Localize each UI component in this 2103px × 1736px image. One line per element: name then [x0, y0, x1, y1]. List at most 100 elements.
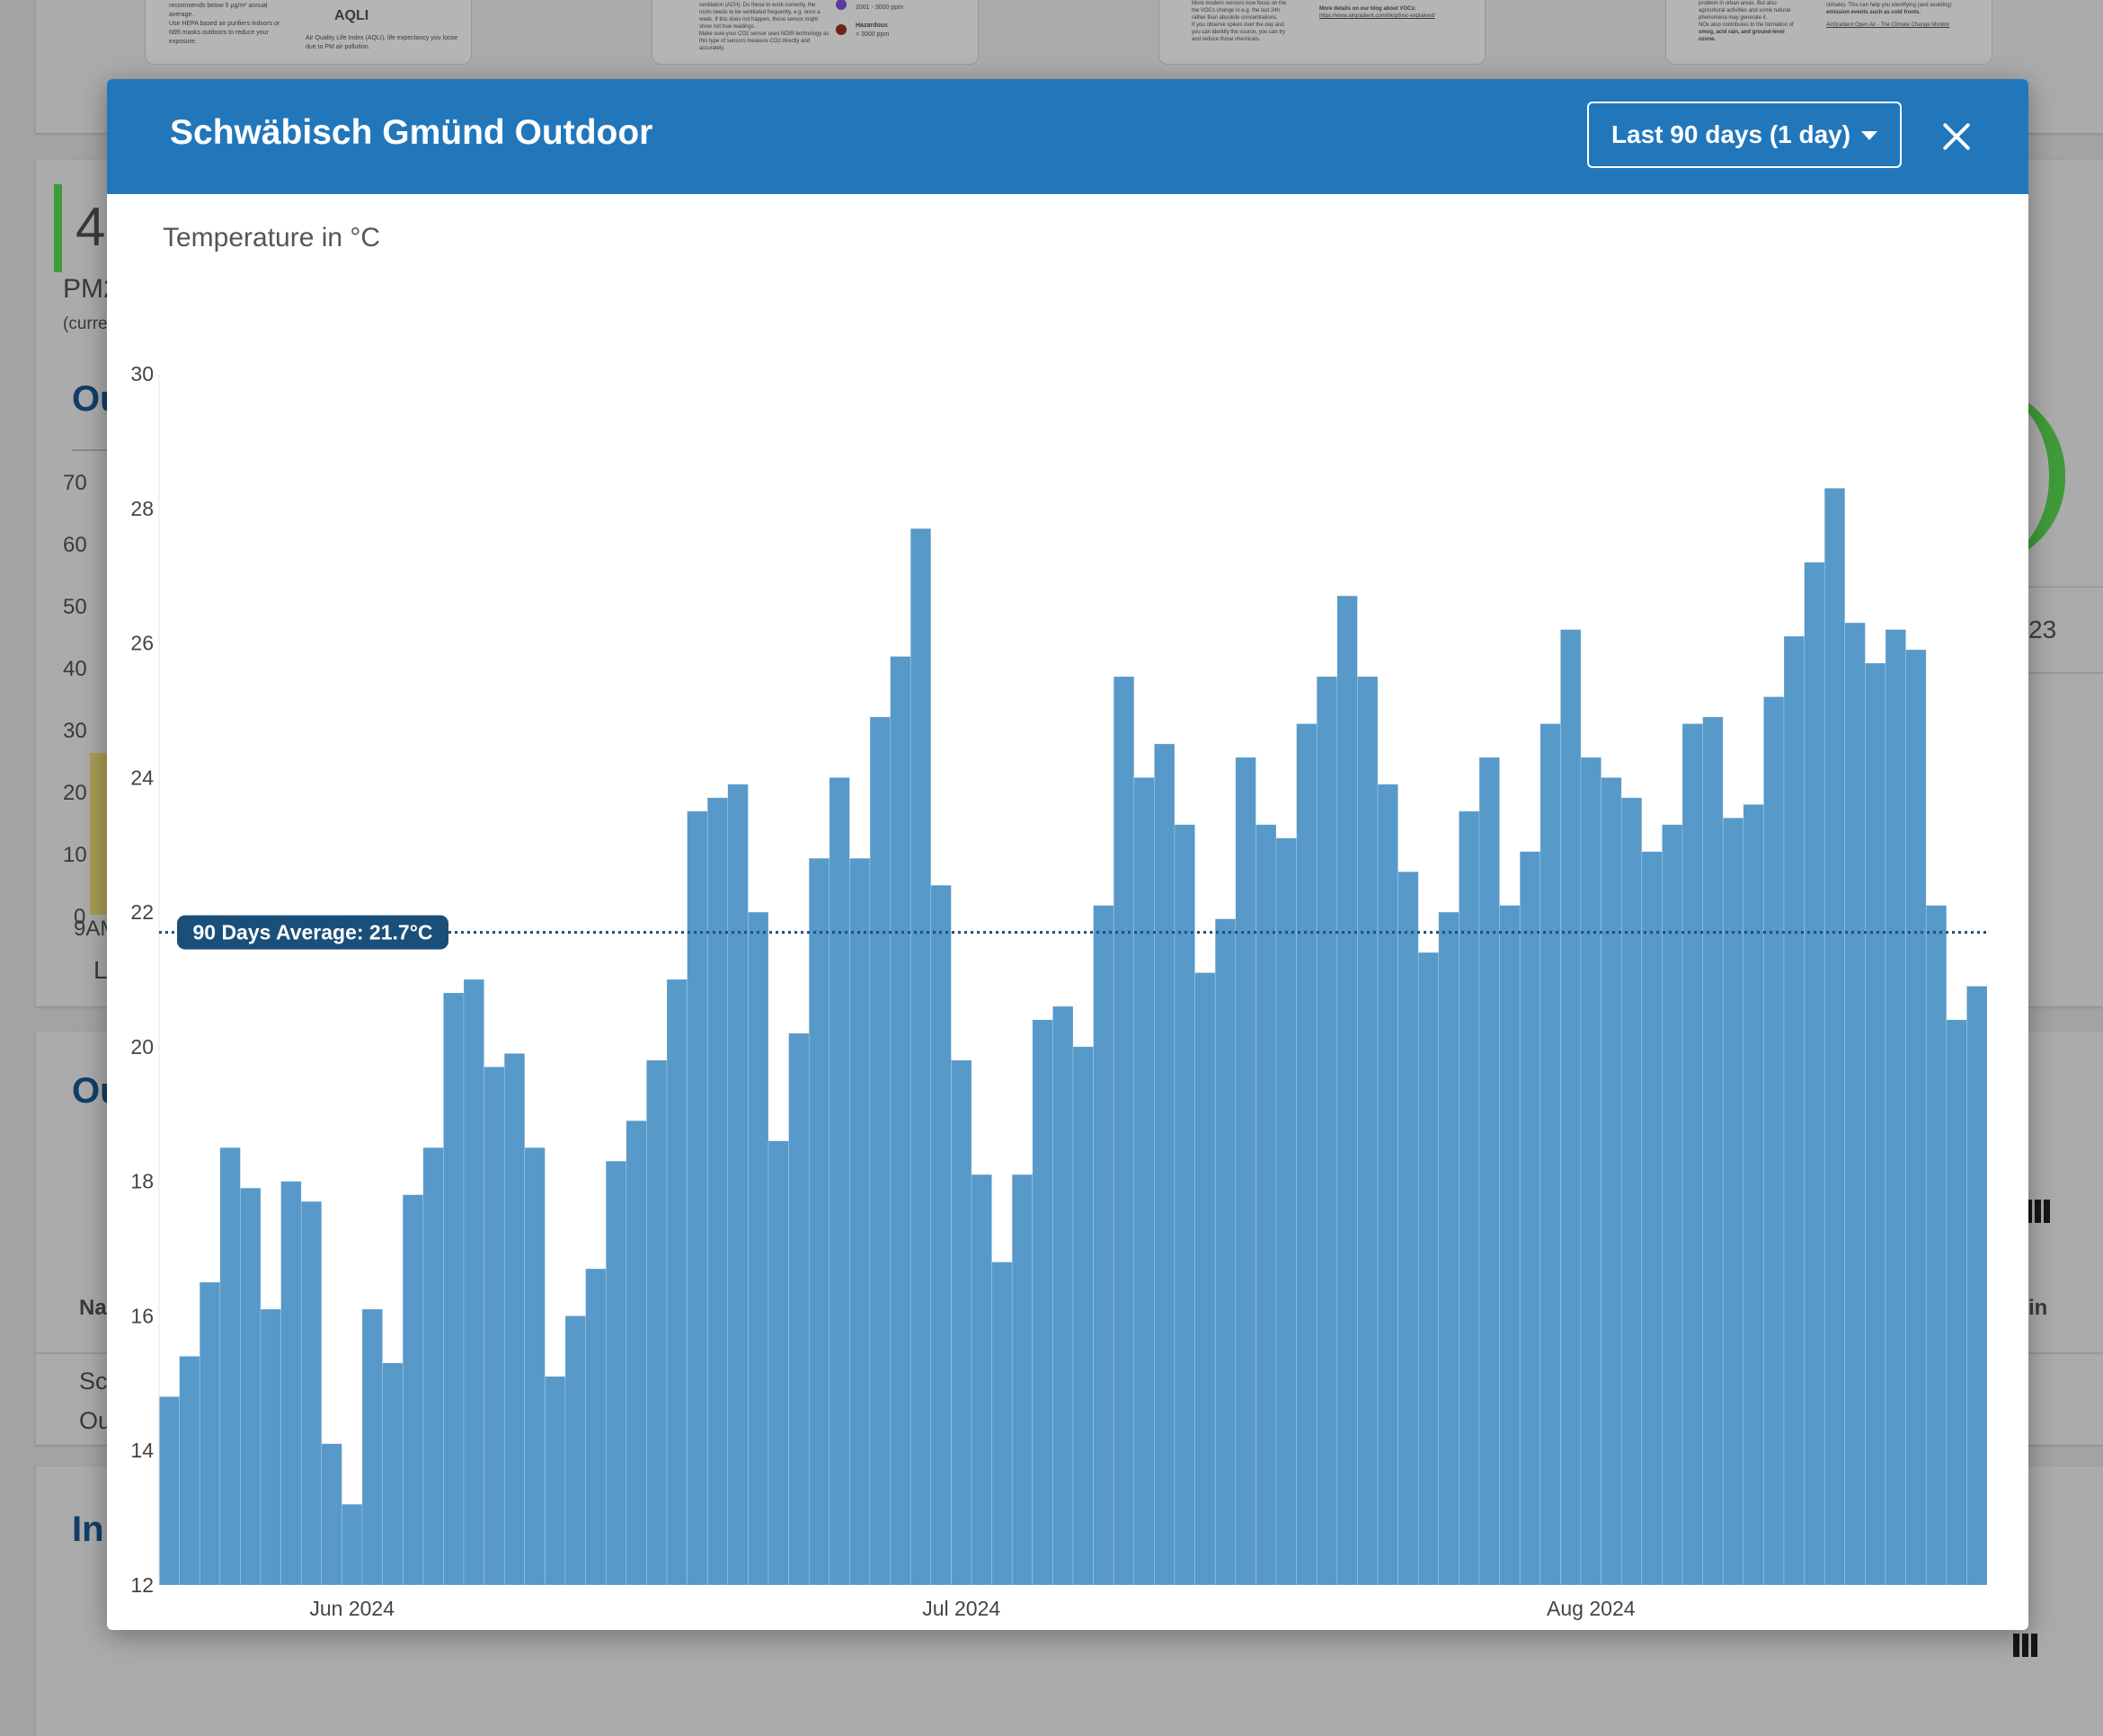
temperature-bar[interactable]	[1743, 803, 1764, 1586]
temperature-bar[interactable]	[1823, 488, 1846, 1586]
temperature-bar[interactable]	[808, 857, 830, 1586]
y-tick-label: 18	[130, 1170, 154, 1193]
temperature-bar[interactable]	[1722, 817, 1744, 1586]
temperature-bar[interactable]	[1417, 952, 1440, 1586]
temperature-bar[interactable]	[727, 784, 749, 1586]
y-tick-label: 24	[130, 766, 154, 789]
temperature-bar[interactable]	[484, 1067, 505, 1586]
temperature-bar[interactable]	[402, 1194, 424, 1586]
temperature-bar[interactable]	[1093, 905, 1114, 1586]
time-range-dropdown[interactable]: Last 90 days (1 day)	[1587, 102, 1902, 168]
temperature-bar[interactable]	[1478, 757, 1500, 1586]
temperature-bar[interactable]	[1113, 676, 1135, 1586]
temperature-bar[interactable]	[524, 1147, 546, 1586]
temperature-bar[interactable]	[1459, 810, 1480, 1586]
temperature-bar[interactable]	[1905, 649, 1927, 1586]
temperature-bar[interactable]	[1682, 723, 1703, 1586]
temperature-bar[interactable]	[463, 979, 484, 1586]
temperature-bar[interactable]	[1601, 777, 1622, 1586]
temperature-bar[interactable]	[1783, 635, 1805, 1586]
temperature-bar[interactable]	[1620, 797, 1643, 1586]
temperature-bar[interactable]	[219, 1147, 241, 1586]
temperature-bar[interactable]	[1072, 1046, 1094, 1586]
temperature-bar[interactable]	[768, 1140, 789, 1586]
temperature-bar[interactable]	[158, 1396, 180, 1586]
temperature-bar[interactable]	[179, 1356, 200, 1586]
temperature-bar[interactable]	[1336, 595, 1358, 1586]
temperature-bar[interactable]	[1641, 851, 1663, 1586]
temperature-bar[interactable]	[321, 1443, 342, 1586]
temperature-bar[interactable]	[342, 1503, 363, 1586]
temperature-bar[interactable]	[1357, 676, 1379, 1586]
temperature-bar[interactable]	[1316, 676, 1338, 1586]
y-tick-label: 20	[130, 1035, 154, 1058]
temperature-bar[interactable]	[1011, 1174, 1034, 1586]
temperature-bar[interactable]	[585, 1268, 607, 1586]
temperature-bar[interactable]	[748, 911, 769, 1586]
temperature-bar[interactable]	[1865, 662, 1886, 1586]
temperature-bar[interactable]	[199, 1281, 221, 1586]
temperature-bar[interactable]	[1499, 905, 1521, 1586]
temperature-bar[interactable]	[930, 884, 952, 1586]
temperature-bar[interactable]	[1235, 757, 1256, 1586]
modal-header: Schwäbisch Gmünd Outdoor Last 90 days (1…	[107, 79, 2028, 194]
temperature-bar[interactable]	[890, 656, 911, 1586]
temperature-bar[interactable]	[910, 527, 932, 1586]
temperature-bar[interactable]	[666, 979, 688, 1586]
temperature-bar[interactable]	[361, 1308, 383, 1586]
temperature-bar[interactable]	[849, 857, 871, 1586]
temperature-bar[interactable]	[1580, 757, 1602, 1586]
bg-info-card-co2: ventilation (ACH). Do these to work corr…	[652, 0, 979, 65]
temperature-bar[interactable]	[605, 1160, 627, 1586]
temperature-bar[interactable]	[1133, 777, 1155, 1586]
temperature-bar[interactable]	[951, 1059, 972, 1586]
temperature-bar[interactable]	[240, 1187, 262, 1586]
temperature-bar[interactable]	[1540, 723, 1561, 1586]
temperature-bar[interactable]	[382, 1362, 404, 1586]
temperature-bar[interactable]	[1154, 743, 1176, 1586]
temperature-bar[interactable]	[443, 992, 465, 1586]
y-tick-label: 26	[130, 632, 154, 655]
temperature-bar[interactable]	[971, 1174, 992, 1586]
temperature-bar[interactable]	[422, 1147, 444, 1586]
temperature-bar[interactable]	[1032, 1019, 1053, 1586]
temperature-bar[interactable]	[564, 1315, 586, 1586]
temperature-bar[interactable]	[646, 1059, 668, 1586]
temperature-bar[interactable]	[1925, 905, 1948, 1586]
temperature-bar[interactable]	[829, 777, 850, 1586]
temperature-bar[interactable]	[1662, 824, 1683, 1586]
temperature-bar[interactable]	[626, 1120, 647, 1586]
temperature-bar[interactable]	[1560, 629, 1582, 1586]
temperature-bar[interactable]	[1296, 723, 1318, 1586]
temperature-bar[interactable]	[1966, 986, 1988, 1586]
temperature-bar[interactable]	[1438, 911, 1460, 1586]
temperature-bar[interactable]	[1763, 696, 1785, 1586]
temperature-bar[interactable]	[1702, 716, 1724, 1586]
temperature-bar[interactable]	[1214, 918, 1237, 1586]
temperature-bar[interactable]	[300, 1200, 323, 1586]
temperature-bar[interactable]	[1275, 837, 1297, 1586]
temperature-bar[interactable]	[1377, 784, 1398, 1586]
temperature-bar[interactable]	[869, 716, 891, 1586]
temperature-bar[interactable]	[260, 1308, 281, 1586]
temperature-bar[interactable]	[1256, 824, 1277, 1586]
temperature-bar[interactable]	[503, 1053, 526, 1586]
temperature-bar[interactable]	[280, 1181, 302, 1586]
temperature-bar[interactable]	[1174, 824, 1195, 1586]
close-icon[interactable]	[1935, 115, 1978, 158]
modal-title: Schwäbisch Gmünd Outdoor	[170, 113, 653, 152]
temperature-bar[interactable]	[1052, 1005, 1074, 1586]
temperature-bar[interactable]	[991, 1262, 1013, 1586]
bg-info-card-nox: problem in urban areas. But also agricul…	[1665, 0, 1992, 65]
temperature-bar[interactable]	[706, 797, 729, 1586]
temperature-bar[interactable]	[1885, 629, 1906, 1586]
temperature-bar[interactable]	[1946, 1019, 1967, 1586]
temperature-bar[interactable]	[1844, 622, 1866, 1586]
temperature-bar[interactable]	[788, 1032, 810, 1586]
temperature-bar[interactable]	[545, 1376, 566, 1586]
temperature-bar[interactable]	[1194, 972, 1216, 1586]
temperature-bar[interactable]	[1804, 562, 1825, 1586]
temperature-bar[interactable]	[687, 810, 708, 1586]
temperature-bar[interactable]	[1398, 871, 1419, 1586]
temperature-bar[interactable]	[1519, 851, 1541, 1586]
